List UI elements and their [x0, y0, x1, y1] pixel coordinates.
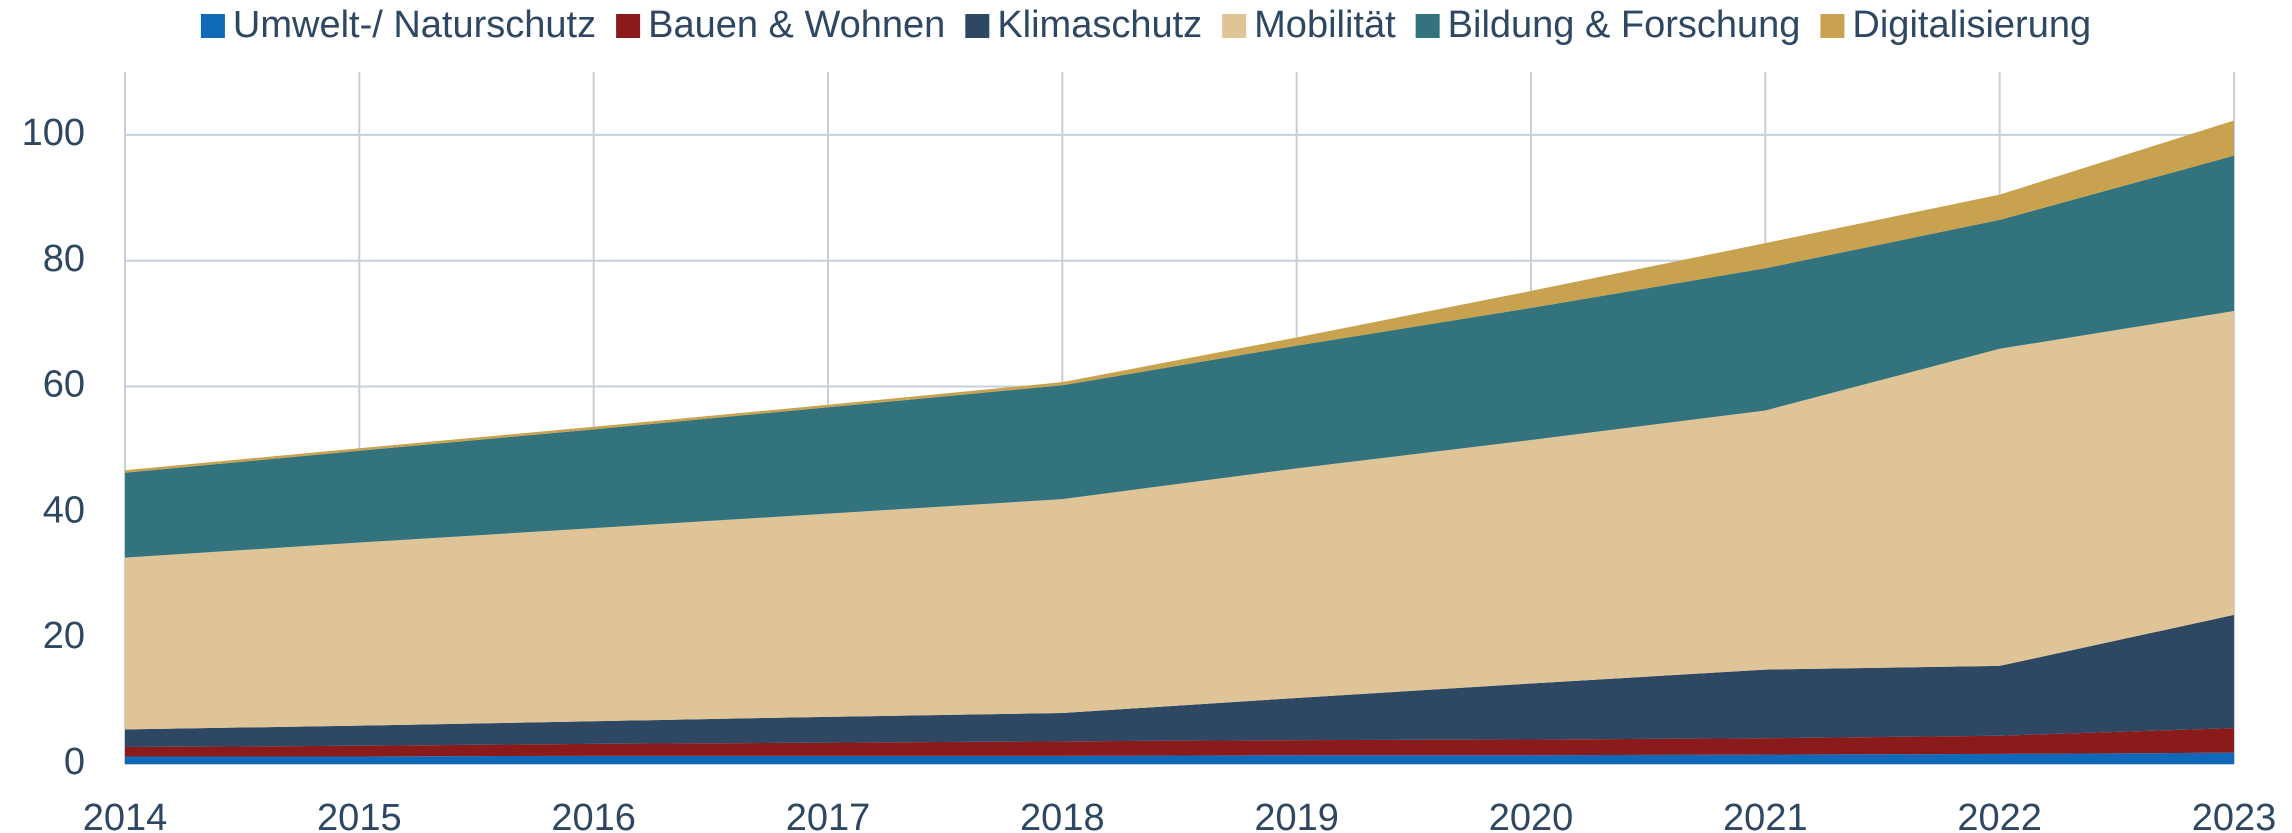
legend-label: Umwelt-/ Naturschutz	[233, 4, 596, 46]
x-tick-label: 2022	[1957, 797, 2042, 833]
x-tick-label: 2018	[1020, 797, 1105, 833]
legend-swatch	[1222, 14, 1247, 38]
legend-swatch	[200, 14, 225, 38]
legend-swatch	[1415, 14, 1440, 38]
legend: Umwelt-/ Naturschutz Bauen & Wohnen Klimas…	[200, 4, 2091, 46]
y-tick-label: 60	[43, 364, 85, 406]
y-tick-label: 0	[64, 741, 85, 783]
legend-label: Mobilität	[1254, 4, 1396, 46]
x-tick-label: 2016	[551, 797, 636, 833]
area	[125, 752, 2234, 764]
x-tick-label: 2019	[1254, 797, 1339, 833]
legend-label: Digitalisierung	[1852, 4, 2091, 46]
legend-swatch	[616, 14, 641, 38]
y-tick-label: 100	[22, 112, 85, 154]
x-tick-label: 2021	[1723, 797, 1808, 833]
x-tick-label: 2017	[786, 797, 871, 833]
x-tick-label: 2015	[317, 797, 402, 833]
y-tick-label: 20	[43, 615, 85, 657]
area	[125, 155, 2234, 558]
y-tick-label: 40	[43, 489, 85, 531]
legend-swatch	[965, 14, 990, 38]
legend-label: Bildung & Forschung	[1448, 4, 1801, 46]
x-tick-label: 2023	[2192, 797, 2277, 833]
area	[125, 728, 2234, 757]
legend-label: Bauen & Wohnen	[648, 4, 945, 46]
area	[125, 311, 2234, 730]
y-tick-label: 80	[43, 238, 85, 280]
x-tick-label: 2020	[1489, 797, 1574, 833]
legend-swatch	[1820, 14, 1845, 38]
legend-label: Klimaschutz	[997, 4, 1202, 46]
x-tick-label: 2014	[83, 797, 168, 833]
area	[125, 614, 2234, 748]
